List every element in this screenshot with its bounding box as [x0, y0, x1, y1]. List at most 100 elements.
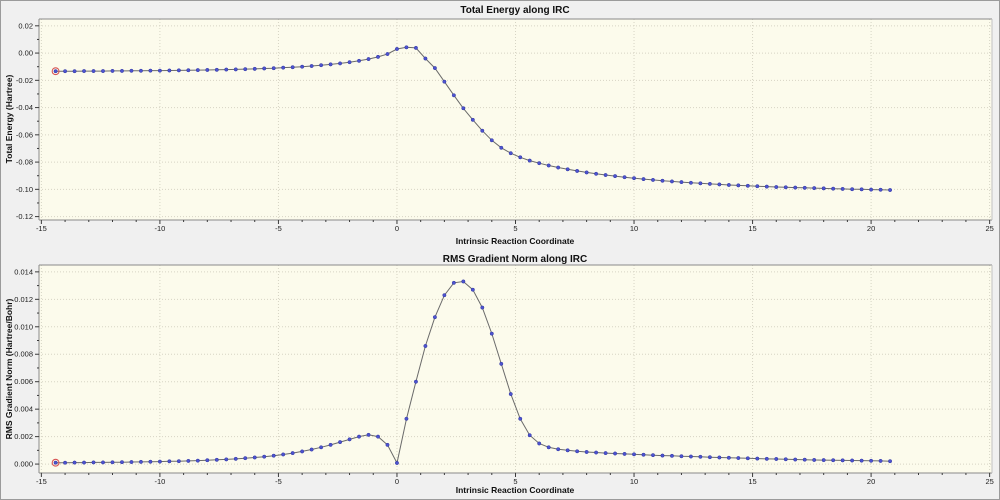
data-point: [670, 453, 674, 458]
plot-area: [39, 265, 992, 473]
plot-layer: -15 -10 -5 0 5 10 15 20 25 0.014 0.012 0.010 0.008 0.…: [14, 264, 994, 486]
data-point: [72, 460, 77, 465]
data-point: [319, 63, 324, 68]
x-tick-label: -15: [36, 224, 47, 233]
data-point: [432, 66, 437, 71]
data-point: [357, 434, 361, 439]
data-point: [783, 457, 788, 462]
data-point: [831, 186, 836, 191]
data-point: [688, 454, 693, 459]
data-point: [300, 64, 305, 69]
data-point: [679, 454, 684, 459]
data-point: [120, 460, 124, 465]
data-point: [442, 79, 447, 84]
data-point: [423, 56, 428, 61]
data-point: [764, 456, 769, 461]
data-point: [679, 180, 684, 185]
data-point: [812, 458, 817, 462]
data-point: [859, 458, 864, 463]
first-point-highlight-ring: [51, 458, 60, 467]
data-point: [281, 65, 286, 70]
data-point: [840, 186, 845, 191]
data-point: [205, 458, 210, 463]
data-point: [281, 452, 286, 457]
data-point: [413, 379, 418, 384]
x-tick-label: -10: [154, 224, 165, 233]
data-point: [508, 151, 513, 156]
data-point: [556, 165, 561, 170]
data-point: [72, 69, 77, 74]
data-point: [53, 69, 58, 74]
data-point: [869, 458, 874, 463]
data-point: [688, 180, 693, 185]
data-point: [603, 173, 608, 177]
data-point: [157, 68, 162, 73]
data-point: [385, 442, 390, 447]
data-point: [641, 452, 646, 457]
x-tick-label: -15: [36, 477, 47, 486]
data-point: [129, 68, 134, 73]
data-point: [148, 68, 153, 73]
data-point: [53, 460, 58, 465]
data-point: [717, 455, 722, 460]
data-point: [764, 184, 769, 189]
data-point: [812, 186, 817, 191]
rms-gradient-xlabel: Intrinsic Reaction Coordinate: [456, 485, 575, 495]
data-point: [869, 187, 874, 192]
data-point: [755, 456, 760, 461]
data-point: [632, 452, 636, 457]
data-point: [309, 447, 314, 452]
data-point: [499, 145, 504, 150]
data-point: [176, 68, 181, 73]
data-point: [224, 67, 229, 72]
data-point: [537, 441, 542, 446]
data-point: [594, 450, 599, 455]
data-point: [233, 456, 238, 461]
data-point: [651, 453, 655, 458]
data-point: [271, 66, 276, 71]
data-point: [755, 184, 760, 189]
x-tick-label: 10: [630, 224, 638, 233]
y-tick-label: 0.006: [14, 377, 33, 386]
data-point: [802, 457, 807, 462]
y-tick-label: 0.014: [14, 267, 33, 276]
total-energy-xlabel: Intrinsic Reaction Coordinate: [456, 236, 575, 246]
data-point: [347, 60, 352, 65]
data-point: [565, 448, 570, 453]
data-point: [129, 460, 134, 464]
data-point: [793, 185, 798, 190]
data-point: [167, 68, 172, 73]
data-point: [176, 459, 181, 464]
x-tick-label: 20: [867, 224, 875, 233]
x-tick-label: 15: [748, 224, 756, 233]
data-point: [243, 456, 248, 461]
y-tick-label: -0.04: [16, 103, 33, 112]
data-point: [546, 163, 551, 168]
data-point: [395, 47, 399, 51]
data-point: [878, 458, 883, 463]
data-point: [461, 279, 466, 284]
y-tick-label: 0.002: [14, 432, 33, 441]
data-point: [413, 45, 418, 50]
data-point: [404, 416, 409, 421]
data-point: [82, 69, 86, 74]
y-tick-label: 0.000: [14, 460, 33, 469]
x-tick-label: 20: [867, 477, 875, 486]
data-point: [252, 455, 257, 460]
data-point: [252, 66, 257, 71]
x-tick-label: 15: [748, 477, 756, 486]
data-point: [774, 185, 779, 189]
data-point: [243, 67, 248, 72]
y-tick-label: -0.06: [16, 130, 33, 139]
x-tick-label: 10: [630, 477, 638, 486]
data-point: [186, 458, 191, 463]
data-point: [101, 69, 105, 74]
data-point: [802, 185, 807, 190]
data-point: [594, 171, 599, 176]
data-point: [698, 454, 703, 459]
data-point: [138, 459, 143, 464]
data-point: [632, 176, 636, 181]
data-point: [470, 117, 475, 122]
data-point: [470, 287, 475, 292]
